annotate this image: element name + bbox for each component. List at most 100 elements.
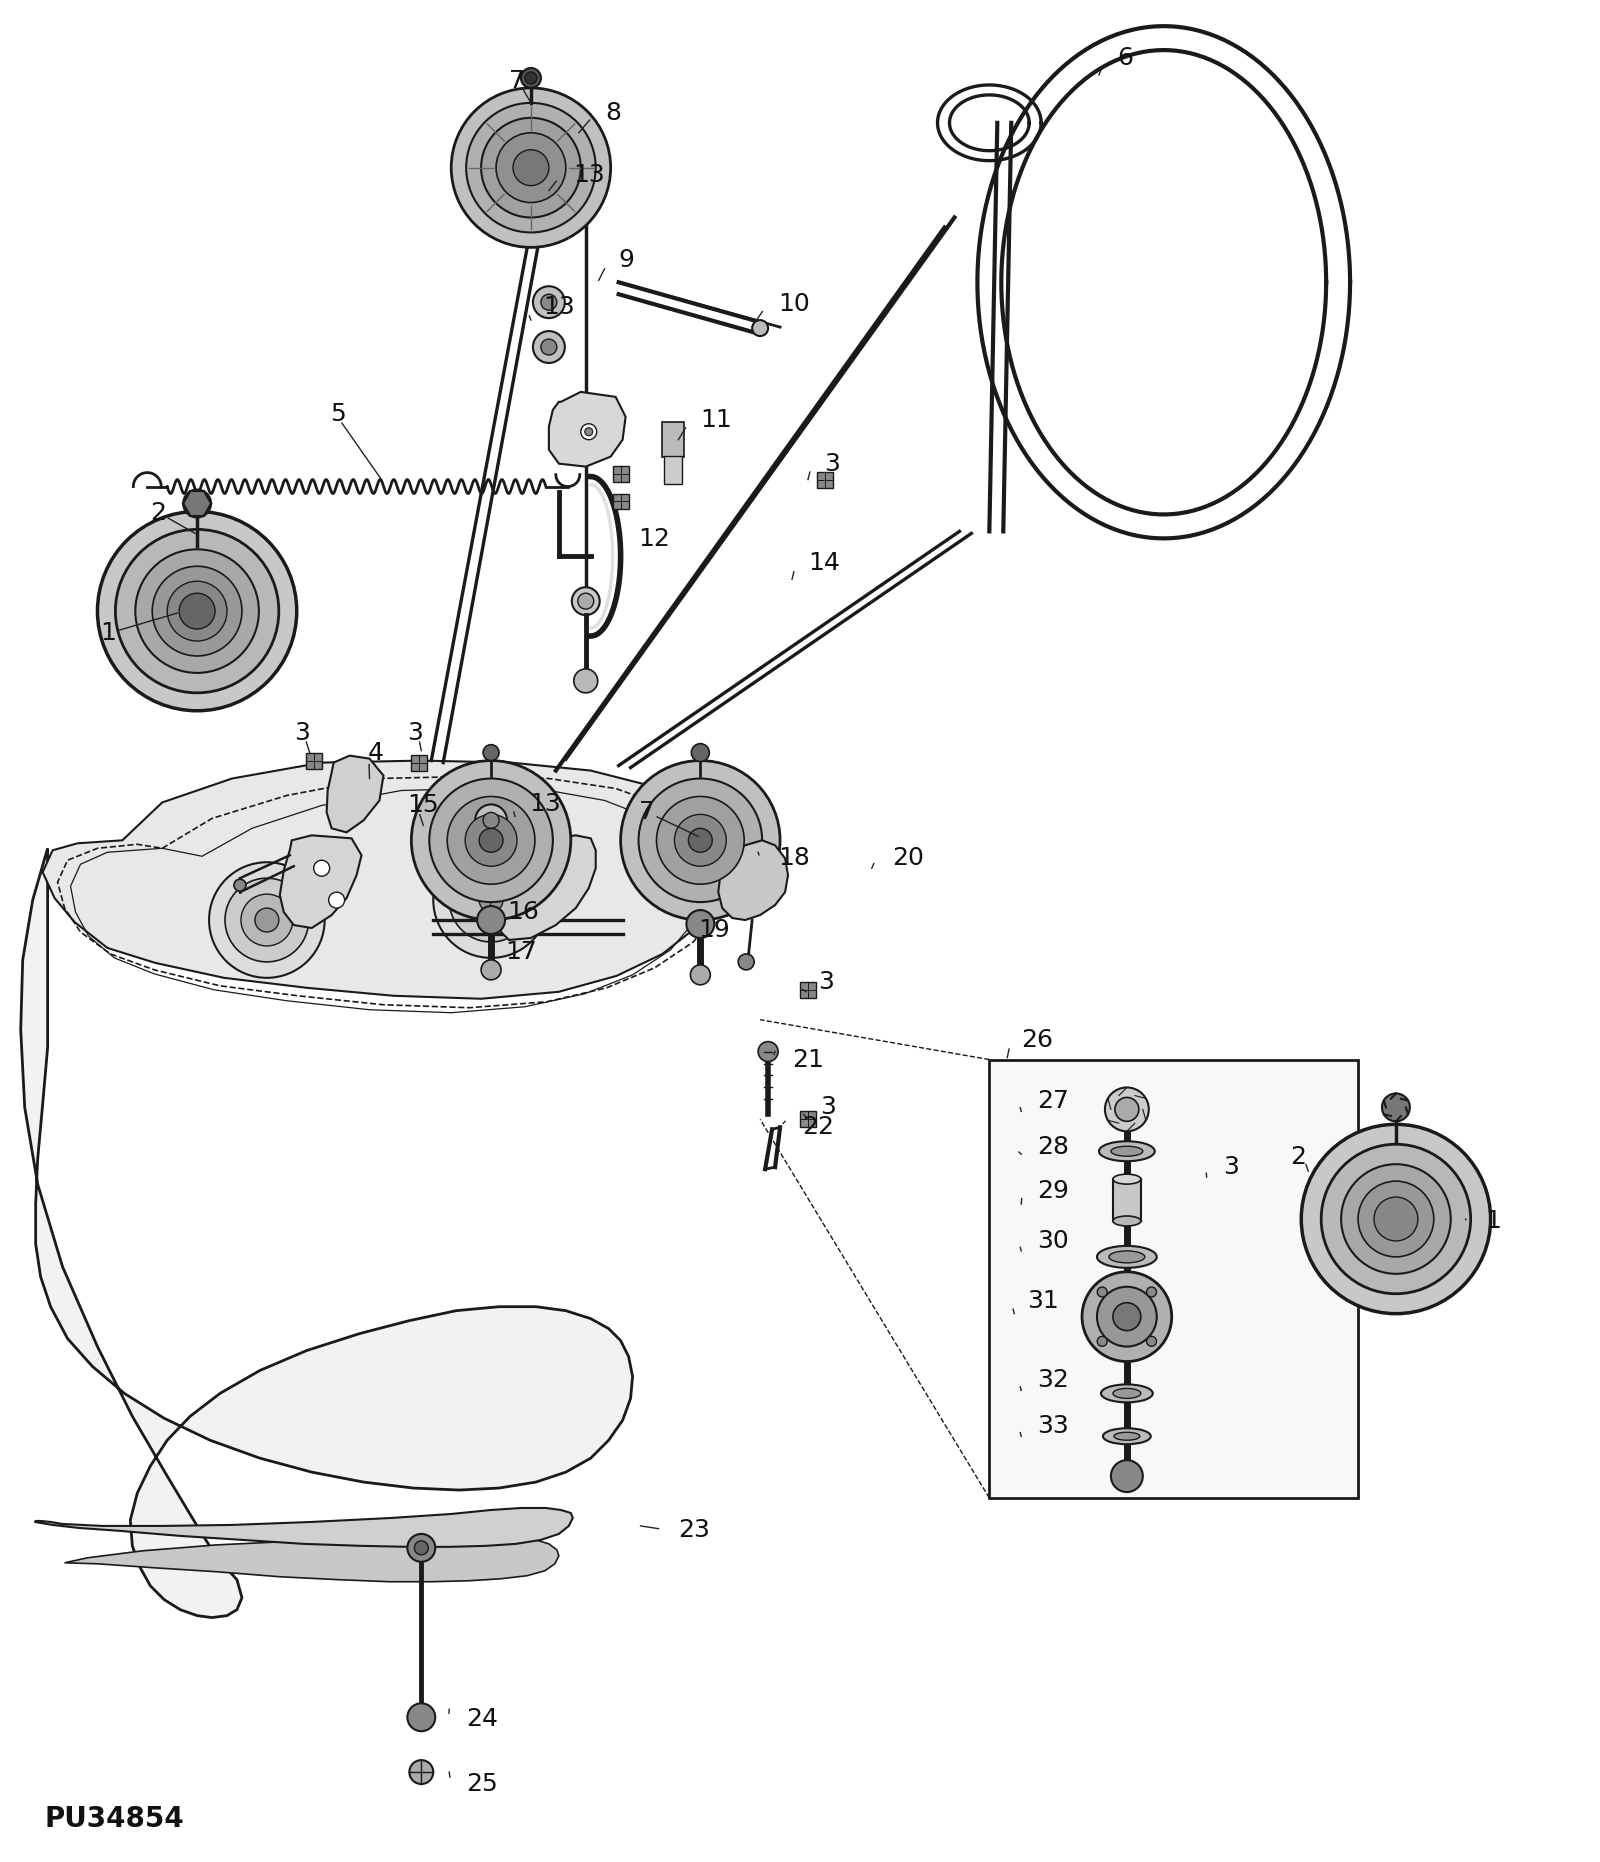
Circle shape	[533, 331, 565, 363]
Circle shape	[571, 587, 600, 614]
Circle shape	[1382, 1093, 1410, 1121]
Circle shape	[478, 829, 502, 853]
Circle shape	[1098, 1287, 1157, 1346]
Text: 3: 3	[819, 1095, 835, 1119]
Circle shape	[578, 594, 594, 609]
Text: 30: 30	[1037, 1229, 1069, 1253]
Circle shape	[525, 73, 538, 84]
Circle shape	[466, 814, 517, 866]
Text: 10: 10	[778, 292, 810, 317]
Text: 26: 26	[1021, 1028, 1053, 1052]
Text: 12: 12	[638, 527, 670, 551]
Circle shape	[675, 814, 726, 866]
Circle shape	[254, 909, 278, 933]
Circle shape	[210, 862, 325, 978]
Text: 33: 33	[1037, 1415, 1069, 1437]
Bar	[411, 754, 427, 771]
Circle shape	[478, 888, 502, 912]
Text: 20: 20	[891, 845, 923, 870]
Bar	[800, 981, 816, 998]
Circle shape	[168, 581, 227, 641]
Polygon shape	[718, 840, 789, 920]
Text: 28: 28	[1037, 1136, 1069, 1160]
Polygon shape	[280, 836, 362, 927]
Circle shape	[1110, 1460, 1142, 1491]
Circle shape	[482, 117, 581, 218]
Bar	[306, 752, 322, 769]
Ellipse shape	[1101, 1385, 1152, 1402]
Circle shape	[179, 594, 214, 629]
Text: 2: 2	[150, 501, 166, 525]
Circle shape	[451, 88, 611, 248]
Text: 3: 3	[824, 452, 840, 475]
Circle shape	[1115, 1097, 1139, 1121]
Circle shape	[429, 778, 554, 901]
Polygon shape	[21, 849, 632, 1618]
Text: 3: 3	[818, 970, 834, 994]
Ellipse shape	[1114, 1432, 1139, 1439]
Text: 6: 6	[1117, 47, 1133, 71]
Text: 2: 2	[1290, 1145, 1306, 1169]
Circle shape	[466, 102, 595, 233]
Text: 8: 8	[606, 101, 622, 125]
Text: 18: 18	[778, 845, 810, 870]
Ellipse shape	[1110, 1147, 1142, 1156]
Bar	[818, 471, 834, 488]
Bar	[613, 466, 629, 482]
Circle shape	[98, 512, 296, 711]
Circle shape	[758, 1041, 778, 1061]
Circle shape	[581, 425, 597, 439]
Ellipse shape	[1114, 1175, 1141, 1184]
Circle shape	[1147, 1337, 1157, 1346]
Text: 25: 25	[466, 1773, 498, 1797]
Text: 5: 5	[330, 402, 346, 426]
Circle shape	[483, 812, 499, 829]
Text: 15: 15	[408, 793, 438, 817]
Text: PU34854: PU34854	[45, 1804, 184, 1832]
Circle shape	[411, 760, 571, 920]
Circle shape	[584, 428, 592, 436]
Circle shape	[234, 879, 246, 892]
Circle shape	[522, 69, 541, 88]
Circle shape	[182, 490, 211, 518]
Bar	[664, 456, 683, 484]
Circle shape	[1358, 1181, 1434, 1257]
Text: 17: 17	[506, 940, 536, 965]
Circle shape	[1322, 1145, 1470, 1294]
Circle shape	[752, 320, 768, 335]
Polygon shape	[64, 1536, 558, 1581]
Circle shape	[1341, 1164, 1451, 1274]
Circle shape	[1301, 1125, 1491, 1315]
Bar	[613, 493, 629, 510]
Circle shape	[1374, 1197, 1418, 1240]
Circle shape	[410, 1760, 434, 1784]
Text: 13: 13	[530, 793, 560, 816]
Text: 32: 32	[1037, 1369, 1069, 1393]
Circle shape	[688, 829, 712, 853]
Text: 19: 19	[698, 918, 730, 942]
Polygon shape	[326, 756, 384, 832]
Text: 9: 9	[619, 248, 635, 272]
Circle shape	[115, 529, 278, 693]
Text: 13: 13	[542, 296, 574, 318]
Circle shape	[686, 911, 714, 938]
Text: 4: 4	[368, 741, 384, 765]
Text: 7: 7	[638, 801, 654, 825]
Circle shape	[656, 797, 744, 884]
Circle shape	[738, 953, 754, 970]
Circle shape	[483, 745, 499, 760]
Polygon shape	[43, 760, 736, 998]
Circle shape	[541, 294, 557, 311]
Circle shape	[541, 339, 557, 356]
Polygon shape	[549, 391, 626, 467]
Circle shape	[242, 894, 293, 946]
Circle shape	[1082, 1272, 1171, 1361]
Text: 7: 7	[509, 69, 525, 93]
Text: 29: 29	[1037, 1179, 1069, 1203]
Text: 23: 23	[678, 1518, 710, 1542]
Circle shape	[482, 961, 501, 979]
Bar	[1114, 1179, 1141, 1221]
Bar	[1219, 1164, 1235, 1179]
Circle shape	[152, 566, 242, 655]
Text: 27: 27	[1037, 1089, 1069, 1113]
